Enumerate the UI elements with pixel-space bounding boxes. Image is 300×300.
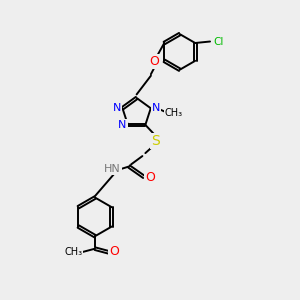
Text: CH₃: CH₃ bbox=[64, 247, 83, 256]
Text: CH₃: CH₃ bbox=[165, 108, 183, 118]
Text: S: S bbox=[152, 134, 160, 148]
Text: O: O bbox=[149, 55, 159, 68]
Text: N: N bbox=[118, 120, 127, 130]
Text: O: O bbox=[110, 245, 119, 258]
Text: N: N bbox=[152, 103, 160, 113]
Text: HN: HN bbox=[104, 164, 121, 175]
Text: O: O bbox=[145, 171, 155, 184]
Text: N: N bbox=[113, 103, 121, 113]
Text: Cl: Cl bbox=[213, 37, 224, 46]
